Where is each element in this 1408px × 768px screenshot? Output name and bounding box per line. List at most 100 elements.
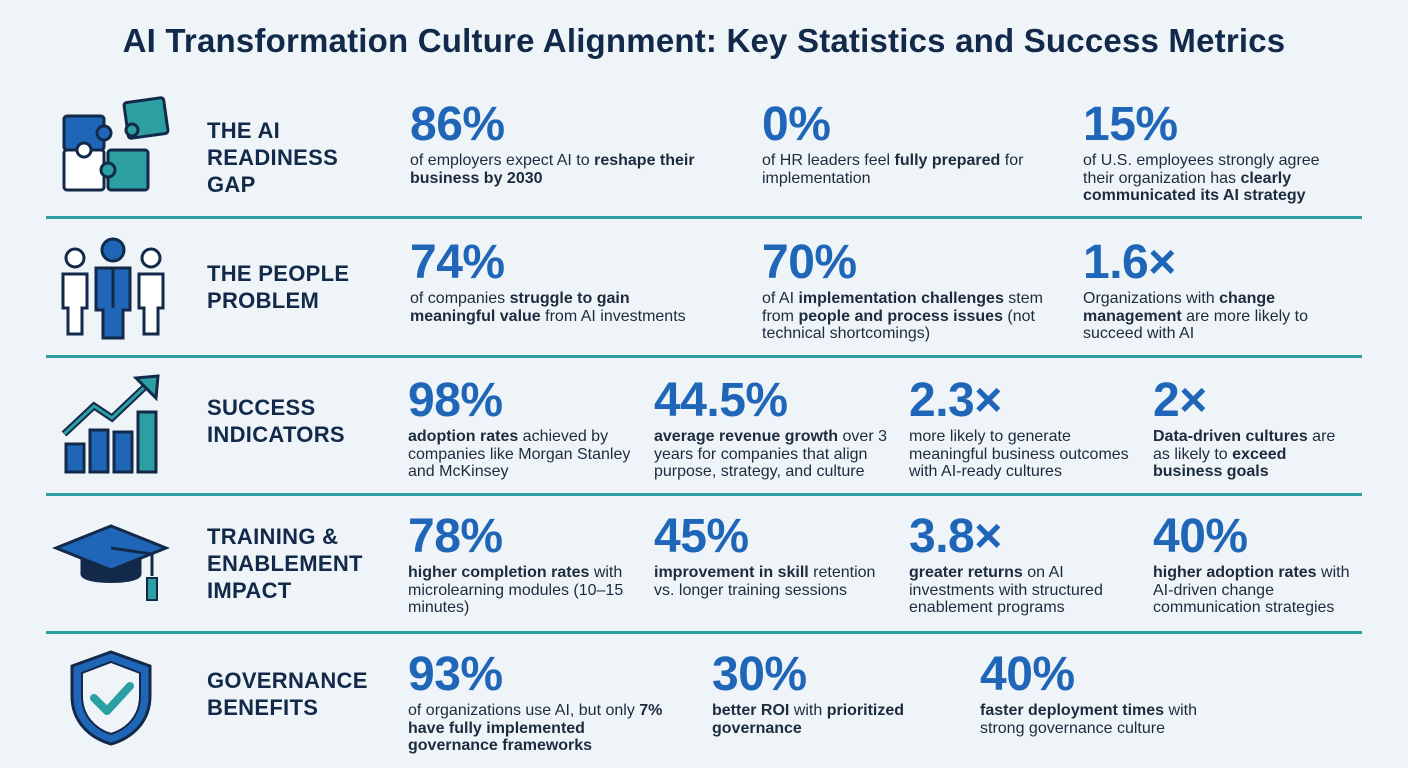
row-label-line: PROBLEM [207,288,320,313]
row-label-line: THE PEOPLE [207,261,350,286]
stat-description-text: with microlearning modules (10–15 minute… [408,564,624,616]
stat-description-bold: 7% have fully implemented governance fra… [408,702,663,754]
row-label-line: BENEFITS [207,695,319,720]
stat-description-text: with [789,702,827,719]
stat-description: of AI implementation challenges stem fro… [762,290,1062,343]
stat-value: 2.3× [909,374,1002,427]
stat-card: 2× Data-driven cultures are as likely to … [1153,376,1353,481]
growth-chart-icon [61,374,160,474]
stat-card: 93% of organizations use AI, but only 7% … [408,650,668,755]
stat-description-bold: implementation challenges [798,290,1004,307]
stat-description-text: are as likely to [1153,428,1336,463]
row-label: THE PEOPLE PROBLEM [207,260,349,314]
stat-description-bold: reshape their business by 2030 [410,152,695,187]
stat-description-bold: fully prepared [894,152,1001,169]
stat-description: of employers expect AI to reshape their … [410,152,710,187]
stat-description-text: more likely to generate meaningful busin… [909,428,1129,480]
stat-description-bold: adoption rates [408,428,519,445]
row-divider [46,631,1362,634]
row-label-line: READINESS [207,145,339,170]
stat-value: 3.8× [909,510,1002,563]
stat-card: 78% higher completion rates with microlea… [408,512,648,617]
stat-description-bold: improvement in skill [654,564,809,581]
stat-description: of companies struggle to gain meaningful… [410,290,710,325]
stat-card: 0% of HR leaders feel fully prepared for … [762,100,1052,187]
people-icon [61,237,165,340]
stat-description-bold: higher completion rates [408,564,590,581]
stat-value: 45% [654,510,749,563]
row-label-line: GAP [207,172,256,197]
row-label-line: TRAINING & [207,524,339,549]
stat-description-text: achieved by companies like Morgan Stanle… [408,428,631,480]
row-label: THE AI READINESS GAP [207,117,338,198]
stat-value: 30% [712,648,807,701]
stat-card: 2.3× more likely to generate meaningful b… [909,376,1144,481]
row-label-line: IMPACT [207,578,292,603]
puzzle-icon [62,96,170,192]
row-label: SUCCESS INDICATORS [207,394,345,448]
stat-card: 98% adoption rates achieved by companies … [408,376,648,481]
stat-description: improvement in skill retention vs. longe… [654,564,899,599]
stat-card: 45% improvement in skill retention vs. lo… [654,512,899,599]
stat-card: 74% of companies struggle to gain meaning… [410,238,710,325]
stat-description: more likely to generate meaningful busin… [909,428,1144,481]
stat-value: 1.6× [1083,236,1176,289]
stat-value: 2× [1153,374,1207,427]
stat-description-text: Organizations with [1083,290,1220,307]
stat-description: average revenue growth over 3 years for … [654,428,899,481]
stat-value: 44.5% [654,374,788,427]
stat-description-text: of employers expect AI to [410,152,595,169]
row-label-line: THE AI [207,118,281,143]
stat-value: 40% [1153,510,1248,563]
page-title: AI Transformation Culture Alignment: Key… [122,22,1286,59]
row-label-line: SUCCESS [207,395,316,420]
stat-value: 93% [408,648,503,701]
stat-description: adoption rates achieved by companies lik… [408,428,648,481]
stat-description-bold: clearly communicated its AI strategy [1083,169,1306,205]
stat-value: 15% [1083,98,1178,151]
stat-value: 74% [410,236,505,289]
stat-card: 30% better ROI with prioritized governanc… [712,650,952,737]
stat-description-bold: struggle to gain meaningful value [410,290,630,325]
row-label: GOVERNANCE BENEFITS [207,667,368,721]
stat-card: 3.8× greater returns on AI investments wi… [909,512,1144,617]
row-label: TRAINING & ENABLEMENT IMPACT [207,523,363,604]
stat-description-text: over 3 years for companies that align pu… [654,428,887,480]
stat-card: 15% of U.S. employees strongly agree thei… [1083,100,1348,205]
stat-card: 1.6× Organizations with change management… [1083,238,1348,343]
stat-description: of HR leaders feel fully prepared for im… [762,152,1052,187]
row-label-line: ENABLEMENT [207,551,363,576]
graduation-cap-icon [52,524,170,601]
stat-description-bold: exceed business goals [1153,445,1287,481]
stat-description-text: stem from [762,290,1043,325]
stat-description: higher adoption rates with AI-driven cha… [1153,564,1353,617]
stat-description-text: with AI-driven change communication stra… [1153,564,1350,616]
stat-card: 70% of AI implementation challenges stem … [762,238,1062,343]
stat-description: of U.S. employees strongly agree their o… [1083,152,1348,205]
stat-description-text: of AI [762,290,799,307]
stat-description-bold: better ROI [712,702,790,719]
stat-description-bold: people and process issues [798,307,1003,325]
stat-value: 86% [410,98,505,151]
stat-description-text: (not technical shortcomings) [762,307,1035,343]
stat-description-bold: change management [1083,290,1276,325]
stat-description-text: of HR leaders feel [762,152,895,169]
stat-description-text: with strong governance culture [980,702,1197,737]
stat-description-bold: higher adoption rates [1153,564,1317,581]
stat-description-text: of organizations use AI, but only [408,702,640,719]
row-divider [46,355,1362,358]
stat-card: 44.5% average revenue growth over 3 years… [654,376,899,481]
stat-description: faster deployment times with strong gove… [980,702,1240,737]
stat-card: 40% higher adoption rates with AI-driven … [1153,512,1353,617]
stat-description-bold: average revenue growth [654,428,839,445]
stat-description: Data-driven cultures are as likely to ex… [1153,428,1353,481]
stat-description-text: are more likely to succeed with AI [1083,307,1308,343]
stat-description-text: on AI investments with structured enable… [909,564,1103,616]
stat-description: higher completion rates with microlearni… [408,564,648,617]
row-divider [46,216,1362,219]
row-label-line: INDICATORS [207,422,345,447]
row-label-line: GOVERNANCE [207,668,368,693]
stat-card: 86% of employers expect AI to reshape the… [410,100,710,187]
stat-description: greater returns on AI investments with s… [909,564,1144,617]
stat-value: 70% [762,236,857,289]
